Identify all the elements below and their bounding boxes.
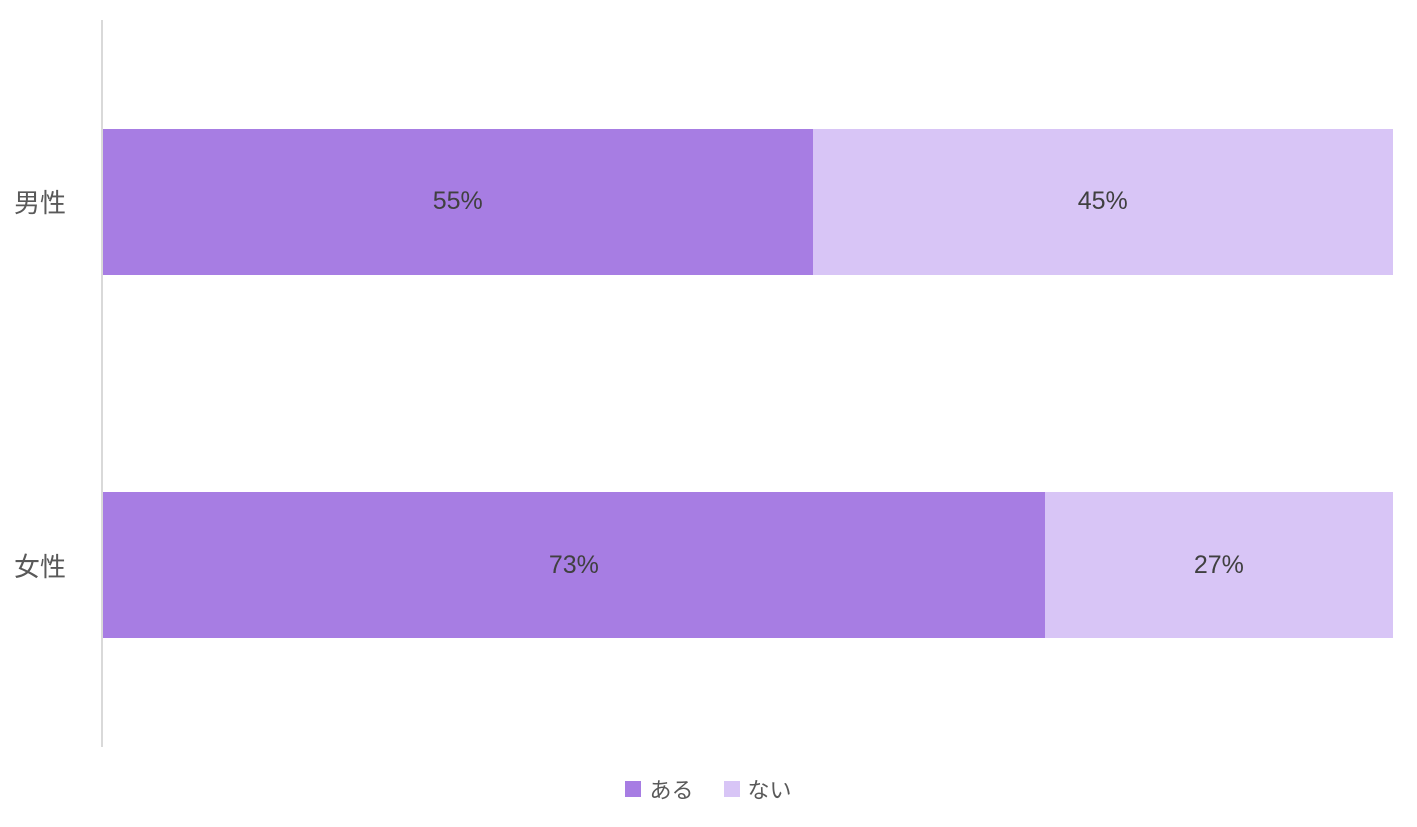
bar-segment-ない: 27%	[1044, 492, 1393, 639]
data-label: 55%	[432, 187, 483, 216]
bar-row: 女性 73% 27%	[14, 384, 1393, 748]
legend-swatch-icon	[723, 781, 740, 797]
data-label: 73%	[548, 550, 599, 579]
stacked-bar: 73% 27%	[103, 492, 1393, 639]
legend-label: ない	[747, 778, 792, 803]
legend-swatch-icon	[625, 781, 642, 797]
bar-rows: 男性 55% 45% 女性 73% 27%	[14, 20, 1393, 748]
category-label: 女性	[14, 551, 67, 582]
y-axis-line	[101, 20, 103, 747]
bar-segment-ある: 73%	[103, 492, 1045, 639]
legend-item-ない: ない	[723, 773, 792, 805]
legend-item-ある: ある	[625, 773, 694, 805]
legend: ある ない	[0, 773, 1417, 805]
bar-segment-ない: 45%	[812, 128, 1393, 275]
bar-row: 男性 55% 45%	[14, 20, 1393, 384]
stacked-bar: 55% 45%	[103, 128, 1393, 275]
legend-label: ある	[649, 778, 694, 803]
category-label: 男性	[14, 188, 67, 219]
bar-segment-ある: 55%	[103, 128, 813, 275]
data-label: 27%	[1193, 550, 1244, 579]
data-label: 45%	[1077, 187, 1128, 216]
